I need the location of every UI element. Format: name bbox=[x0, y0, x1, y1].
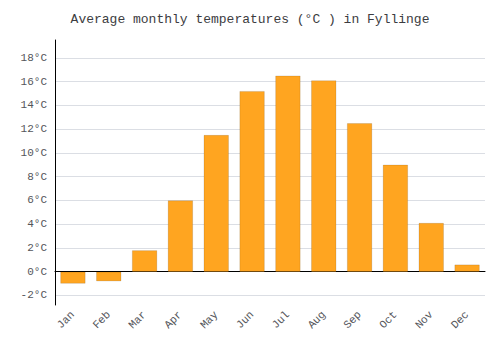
svg-text:Oct: Oct bbox=[377, 309, 399, 331]
svg-text:Jun: Jun bbox=[234, 309, 256, 331]
svg-text:18°C: 18°C bbox=[21, 52, 48, 64]
svg-text:Jan: Jan bbox=[55, 309, 77, 331]
svg-text:Jul: Jul bbox=[270, 309, 292, 331]
svg-text:8°C: 8°C bbox=[27, 171, 47, 183]
svg-text:Feb: Feb bbox=[91, 309, 113, 331]
svg-text:12°C: 12°C bbox=[21, 123, 48, 135]
svg-text:4°C: 4°C bbox=[27, 218, 47, 230]
svg-text:0°C: 0°C bbox=[27, 266, 47, 278]
svg-text:May: May bbox=[198, 308, 221, 331]
svg-text:16°C: 16°C bbox=[21, 76, 48, 88]
svg-text:Average monthly temperatures (: Average monthly temperatures (°C ) in Fy… bbox=[71, 12, 430, 27]
svg-text:Apr: Apr bbox=[162, 309, 184, 331]
svg-text:Sep: Sep bbox=[341, 309, 363, 331]
svg-text:Nov: Nov bbox=[413, 308, 436, 331]
svg-text:-2°C: -2°C bbox=[21, 289, 48, 301]
svg-text:10°C: 10°C bbox=[21, 147, 48, 159]
svg-text:2°C: 2°C bbox=[27, 242, 47, 254]
svg-text:Mar: Mar bbox=[126, 309, 148, 331]
svg-text:14°C: 14°C bbox=[21, 99, 48, 111]
svg-text:6°C: 6°C bbox=[27, 194, 47, 206]
svg-text:Aug: Aug bbox=[306, 309, 328, 331]
svg-text:Dec: Dec bbox=[449, 309, 471, 331]
